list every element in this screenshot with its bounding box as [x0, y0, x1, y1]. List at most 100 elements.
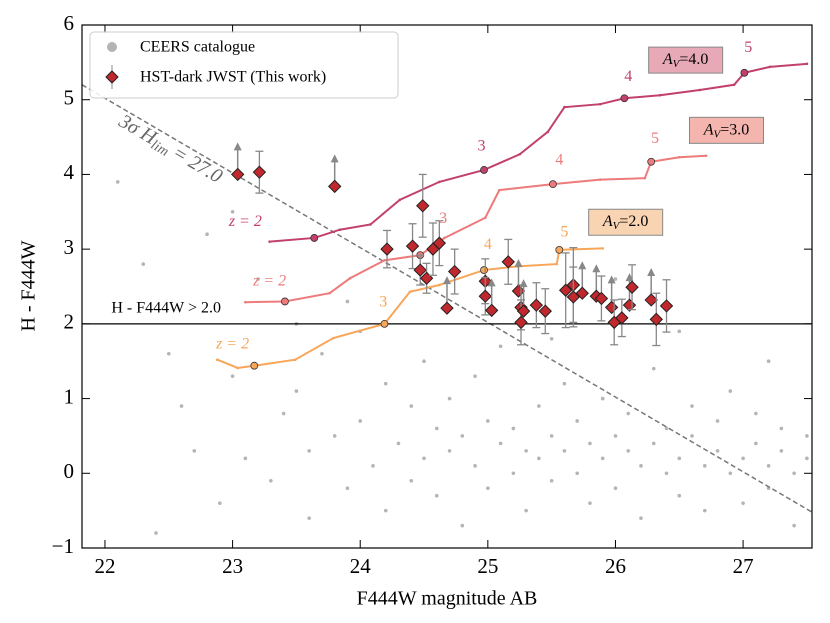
track-point	[677, 155, 681, 159]
catalogue-point	[524, 449, 528, 453]
track-point	[732, 83, 736, 87]
track-point	[483, 216, 487, 220]
sample-point	[484, 303, 499, 318]
sample-point	[659, 299, 674, 313]
sample-point	[644, 293, 658, 307]
track-point	[768, 65, 772, 69]
catalogue-point	[613, 277, 618, 281]
x-tick-label: 23	[222, 554, 243, 578]
catalogue-point	[422, 359, 426, 364]
av-label: AV=2.0	[602, 213, 649, 232]
limit-arrow-head	[578, 261, 587, 270]
sample-point	[432, 236, 447, 250]
y-tick-label: 6	[64, 11, 75, 35]
catalogue-point	[498, 344, 503, 349]
catalogue-point	[549, 434, 554, 438]
limit-arrow-head	[592, 264, 601, 273]
catalogue-point	[549, 478, 554, 483]
y-tick-label: 4	[64, 160, 75, 184]
limit-arrow-head	[514, 258, 523, 267]
track-point	[704, 154, 708, 158]
redshift-label: z = 2	[252, 273, 286, 290]
catalogue-point	[141, 262, 146, 266]
catalogue-point	[728, 389, 733, 393]
track-line	[269, 62, 807, 243]
x-tick-label: 26	[605, 554, 626, 578]
track-point	[293, 358, 297, 362]
track-point	[598, 178, 602, 181]
catalogue-point	[243, 456, 248, 461]
catalogue-point	[307, 516, 311, 520]
y-tick-label: 2	[64, 310, 75, 334]
catalogue-point	[626, 449, 631, 453]
legend-marker	[105, 70, 119, 84]
catalogue-point	[537, 456, 541, 461]
catalogue-point	[690, 404, 694, 408]
sample-point	[252, 165, 267, 179]
track-point	[328, 291, 331, 295]
catalogue-point	[166, 351, 171, 356]
av-label: AV=4.0	[662, 51, 709, 70]
track-point	[268, 240, 271, 243]
av-sub: V	[714, 128, 722, 140]
av-box	[588, 208, 664, 236]
catalogue-point	[230, 374, 235, 378]
redshift-marker	[281, 297, 289, 306]
catalogue-point	[562, 381, 567, 386]
catalogue-point	[664, 471, 669, 476]
catalogue-point	[613, 434, 618, 438]
catalogue-point	[205, 232, 209, 236]
catalogue-point	[281, 411, 286, 416]
av-rest: =3.0	[720, 121, 749, 138]
x-tick-label: 25	[477, 554, 498, 578]
redshift-marker	[647, 157, 656, 166]
catalogue-point	[805, 434, 809, 438]
track-point	[438, 283, 441, 287]
redshift-marker	[250, 361, 259, 370]
av-sub: V	[673, 58, 681, 70]
sample-point	[501, 255, 515, 269]
catalogue-point	[766, 464, 771, 468]
catalogue-point	[409, 478, 414, 483]
limit-arrow-head	[487, 278, 496, 287]
av-rest: =4.0	[679, 51, 708, 68]
y-tick-label: 0	[64, 459, 75, 483]
catalogue-point	[537, 404, 541, 408]
track-point	[498, 188, 501, 192]
track-point	[658, 93, 662, 97]
redshift-marker	[555, 245, 564, 254]
y-tick-label: −1	[52, 534, 74, 558]
av-box	[688, 116, 764, 144]
av-main: A	[602, 213, 613, 230]
catalogue-point	[651, 441, 656, 446]
redshift-label: 5	[560, 223, 568, 240]
catalogue-point	[690, 434, 694, 438]
redshift-marker	[620, 94, 629, 103]
catalogue-point	[460, 523, 465, 528]
catalogue-point	[639, 464, 643, 468]
catalogue-point	[434, 426, 439, 431]
legend-box	[89, 31, 399, 99]
track-point	[369, 223, 372, 226]
catalogue-point	[154, 531, 158, 535]
catalogue-point	[218, 501, 222, 505]
sample-point	[615, 311, 629, 325]
redshift-label: 5	[744, 39, 752, 56]
track-point	[598, 102, 602, 106]
sample-point	[413, 263, 427, 277]
track-point	[518, 152, 522, 156]
limit-arrow-head	[443, 276, 451, 285]
limit-label-rest: = 27.0	[165, 139, 227, 188]
av-main: A	[703, 121, 714, 138]
track-point	[698, 88, 701, 92]
sample-point	[649, 312, 664, 327]
redshift-marker	[480, 166, 488, 174]
sample-point	[575, 286, 589, 300]
catalogue-point	[383, 381, 388, 386]
catalogue-point	[664, 426, 669, 431]
sample-point	[405, 239, 420, 253]
catalogue-point	[230, 209, 235, 214]
catalogue-point	[486, 419, 490, 423]
x-tick-label: 24	[350, 554, 372, 578]
sample-point	[625, 280, 639, 294]
